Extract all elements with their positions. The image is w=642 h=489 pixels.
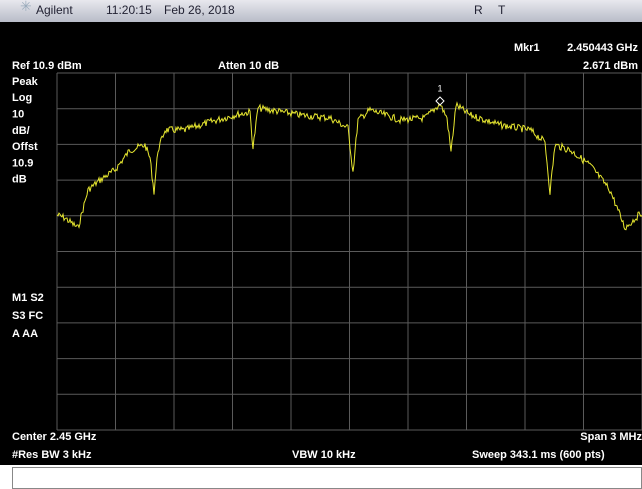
marker-amp: 2.671 dBm: [583, 60, 638, 72]
side-label: dB: [12, 174, 27, 186]
mode-label: S3 FC: [12, 310, 43, 322]
side-label: dB/: [12, 125, 30, 137]
side-label: 10: [12, 109, 24, 121]
attenuation: Atten 10 dB: [218, 60, 279, 72]
span: Span 3 MHz: [580, 431, 642, 443]
side-label: Log: [12, 92, 32, 104]
status-t: T: [498, 3, 506, 17]
time: 11:20:15: [106, 3, 152, 17]
marker-name: Mkr1: [514, 42, 540, 54]
side-label: 10.9: [12, 157, 33, 169]
trace: [56, 101, 642, 231]
status-r: R: [474, 3, 483, 17]
mode-label: A AA: [12, 328, 38, 340]
marker-freq: 2.450443 GHz: [567, 42, 638, 54]
vbw: VBW 10 kHz: [292, 449, 356, 461]
mode-label: M1 S2: [12, 292, 44, 304]
ref-level: Ref 10.9 dBm: [12, 60, 82, 72]
display: [0, 22, 642, 465]
title-bar: [0, 0, 642, 22]
sweep: Sweep 343.1 ms (600 pts): [472, 449, 605, 461]
input-box: [12, 467, 642, 489]
side-label: Offst: [12, 141, 38, 153]
mode-labels: M1 S2 S3 FC A AA: [12, 292, 44, 340]
side-labels: Peak Log 10 dB/Offst 10.9 dB: [12, 76, 39, 186]
brand: Agilent: [36, 3, 73, 17]
side-label: Peak: [12, 76, 39, 88]
date: Feb 26, 2018: [164, 3, 235, 17]
marker-diamond: [435, 96, 445, 106]
rbw: #Res BW 3 kHz: [12, 449, 92, 461]
center-freq: Center 2.45 GHz: [12, 431, 97, 443]
logo: ✳: [20, 0, 32, 14]
marker-number: 1: [437, 83, 442, 93]
